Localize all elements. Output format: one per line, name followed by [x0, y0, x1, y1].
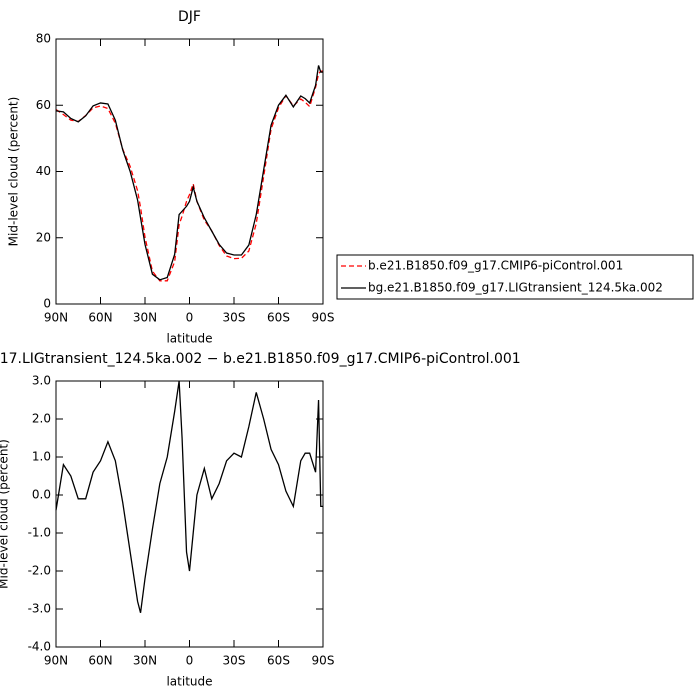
- y-axis-label: Mid-level cloud (percent): [7, 97, 21, 247]
- x-axis-label: latitude: [166, 332, 212, 346]
- y-tick-label: 80: [36, 32, 51, 46]
- y-tick-label: -3.0: [28, 602, 51, 616]
- x-tick-label: 0: [186, 311, 194, 325]
- x-tick-label: 30N: [133, 654, 157, 668]
- y-tick-label: 60: [36, 98, 51, 112]
- x-tick-label: 30S: [223, 654, 246, 668]
- plot-frame: [55, 38, 324, 305]
- x-tick-label: 90S: [312, 654, 335, 668]
- y-tick-label: 0.0: [32, 488, 51, 502]
- y-tick-label: -1.0: [28, 526, 51, 540]
- x-tick-label: 30S: [223, 311, 246, 325]
- y-tick-label: 20: [36, 230, 51, 244]
- x-tick-label: 90N: [44, 311, 68, 325]
- x-tick-label: 0: [186, 654, 194, 668]
- plot-frame: [55, 380, 324, 648]
- y-tick-label: 3.0: [32, 374, 51, 388]
- x-tick-label: 90S: [312, 311, 335, 325]
- y-tick-label: 40: [36, 164, 51, 178]
- x-tick-label: 60N: [88, 654, 112, 668]
- chart-title: bg.e21.B1850.f09_g17.LIGtransient_124.5k…: [0, 351, 521, 367]
- data-line: [55, 70, 323, 282]
- x-tick-label: 30N: [133, 311, 157, 325]
- y-tick-label: 2.0: [32, 412, 51, 426]
- x-tick-label: 90N: [44, 654, 68, 668]
- y-tick-label: -4.0: [28, 640, 51, 654]
- x-axis-label: latitude: [166, 675, 212, 689]
- legend-box: [336, 254, 694, 300]
- x-tick-label: 60S: [267, 654, 290, 668]
- x-tick-label: 60N: [88, 311, 112, 325]
- y-tick-label: -2.0: [28, 564, 51, 578]
- x-tick-label: 60S: [267, 311, 290, 325]
- y-tick-label: 1.0: [32, 450, 51, 464]
- legend-label: bg.e21.B1850.f09_g17.LIGtransient_124.5k…: [368, 281, 663, 295]
- y-tick-label: 0: [43, 297, 51, 311]
- data-line: [55, 380, 323, 613]
- data-line: [55, 65, 323, 281]
- chart-title: DJF: [178, 9, 201, 25]
- legend-label: b.e21.B1850.f09_g17.CMIP6-piControl.001: [368, 259, 623, 273]
- y-axis-label: Mid-level cloud (percent): [0, 439, 11, 589]
